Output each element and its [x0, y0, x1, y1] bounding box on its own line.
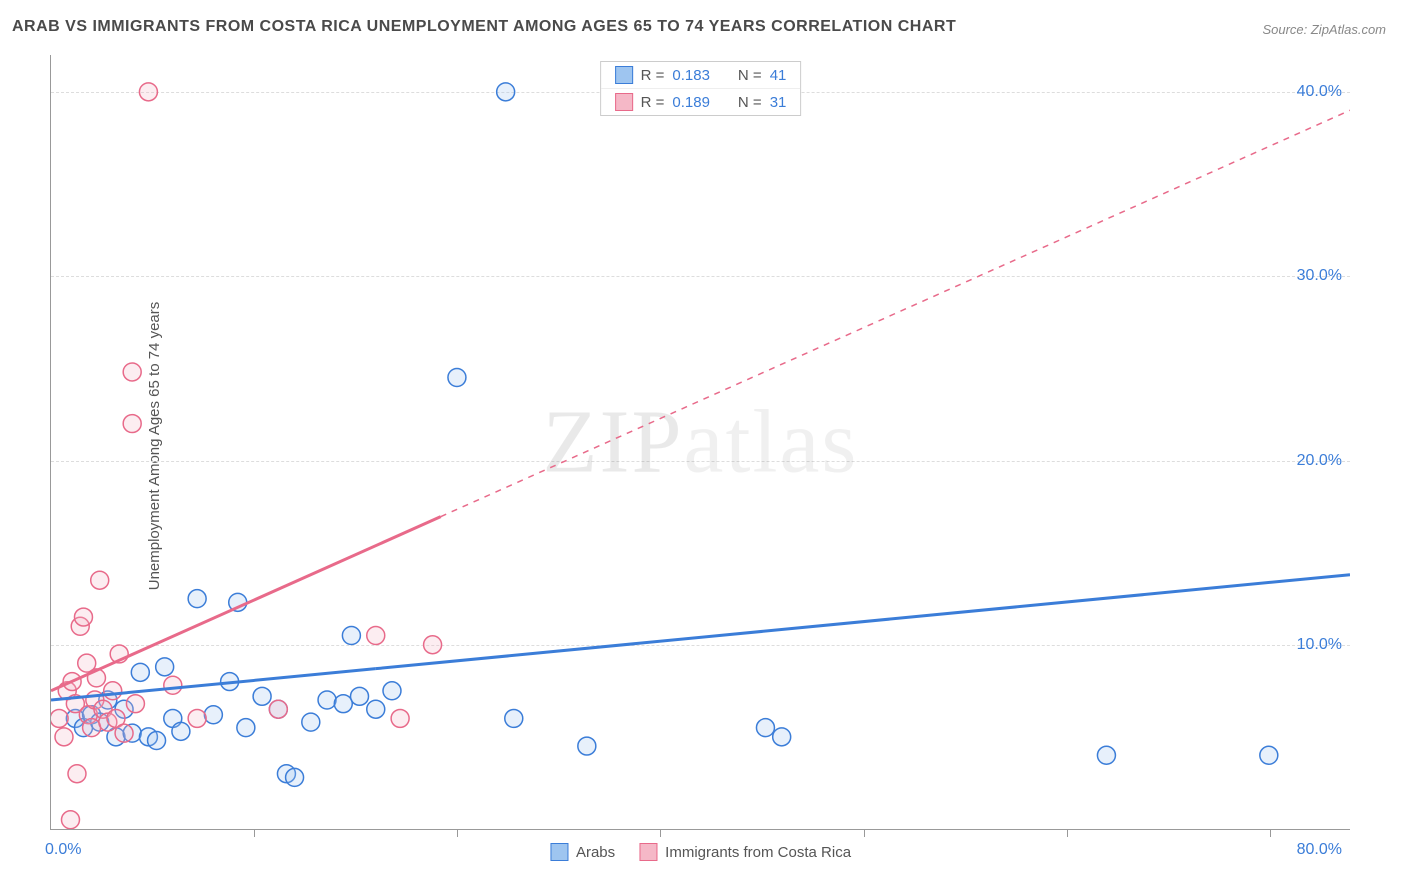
trend-line-costa_rica: [51, 517, 441, 691]
data-point-arabs: [773, 728, 791, 746]
data-point-arabs: [156, 658, 174, 676]
legend-r-value: 0.189: [672, 94, 710, 111]
data-point-costa_rica: [91, 571, 109, 589]
legend-item-costarica: Immigrants from Costa Rica: [639, 843, 851, 861]
data-point-arabs: [318, 691, 336, 709]
legend-row: R = 0.189 N = 31: [601, 89, 801, 115]
legend-item-arabs: Arabs: [550, 843, 615, 861]
data-point-costa_rica: [424, 636, 442, 654]
x-tick: [1067, 829, 1068, 837]
x-tick: [660, 829, 661, 837]
legend-n-label: N =: [738, 94, 762, 111]
data-point-costa_rica: [391, 709, 409, 727]
legend-row: R = 0.183 N = 41: [601, 62, 801, 89]
data-point-arabs: [302, 713, 320, 731]
data-point-costa_rica: [139, 83, 157, 101]
data-point-costa_rica: [55, 728, 73, 746]
data-point-costa_rica: [123, 363, 141, 381]
x-tick-label: 80.0%: [1297, 841, 1342, 859]
x-tick: [1270, 829, 1271, 837]
data-point-arabs: [286, 768, 304, 786]
data-point-costa_rica: [367, 627, 385, 645]
x-tick-label: 0.0%: [45, 841, 81, 859]
legend-swatch-arabs: [615, 66, 633, 84]
legend-swatch-costarica: [615, 93, 633, 111]
x-tick: [864, 829, 865, 837]
legend-item-label: Immigrants from Costa Rica: [665, 844, 851, 861]
data-point-arabs: [578, 737, 596, 755]
data-point-costa_rica: [51, 709, 68, 727]
x-tick: [254, 829, 255, 837]
chart-title: ARAB VS IMMIGRANTS FROM COSTA RICA UNEMP…: [12, 18, 956, 36]
legend-series: Arabs Immigrants from Costa Rica: [550, 843, 851, 861]
legend-n-value: 41: [770, 67, 787, 84]
legend-swatch-icon: [639, 843, 657, 861]
legend-item-label: Arabs: [576, 844, 615, 861]
data-point-arabs: [334, 695, 352, 713]
data-point-costa_rica: [61, 811, 79, 829]
legend-n-label: N =: [738, 67, 762, 84]
data-point-arabs: [448, 369, 466, 387]
scatter-svg: [51, 55, 1350, 829]
data-point-costa_rica: [74, 608, 92, 626]
data-point-costa_rica: [164, 676, 182, 694]
data-point-costa_rica: [68, 765, 86, 783]
data-point-arabs: [237, 719, 255, 737]
data-point-arabs: [131, 663, 149, 681]
data-point-costa_rica: [188, 709, 206, 727]
trend-line-ext-costa_rica: [441, 110, 1350, 516]
legend-r-label: R =: [641, 67, 665, 84]
data-point-costa_rica: [123, 415, 141, 433]
data-point-costa_rica: [126, 695, 144, 713]
legend-r-value: 0.183: [672, 67, 710, 84]
data-point-costa_rica: [269, 700, 287, 718]
data-point-arabs: [351, 687, 369, 705]
legend-r-label: R =: [641, 94, 665, 111]
data-point-arabs: [188, 590, 206, 608]
legend-correlation: R = 0.183 N = 41 R = 0.189 N = 31: [600, 61, 802, 116]
data-point-arabs: [383, 682, 401, 700]
legend-swatch-icon: [550, 843, 568, 861]
data-point-arabs: [1260, 746, 1278, 764]
legend-n-value: 31: [770, 94, 787, 111]
source-label: Source: ZipAtlas.com: [1262, 22, 1386, 37]
data-point-costa_rica: [83, 719, 101, 737]
data-point-arabs: [497, 83, 515, 101]
data-point-costa_rica: [104, 682, 122, 700]
data-point-arabs: [172, 722, 190, 740]
data-point-arabs: [505, 709, 523, 727]
x-tick: [457, 829, 458, 837]
data-point-arabs: [253, 687, 271, 705]
plot-area: ZIPatlas R = 0.183 N = 41 R = 0.189 N = …: [50, 55, 1350, 830]
data-point-costa_rica: [115, 724, 133, 742]
data-point-arabs: [1097, 746, 1115, 764]
data-point-arabs: [756, 719, 774, 737]
trend-line-ext-arabs: [376, 575, 1350, 669]
data-point-arabs: [204, 706, 222, 724]
data-point-arabs: [342, 627, 360, 645]
data-point-arabs: [148, 732, 166, 750]
data-point-arabs: [367, 700, 385, 718]
